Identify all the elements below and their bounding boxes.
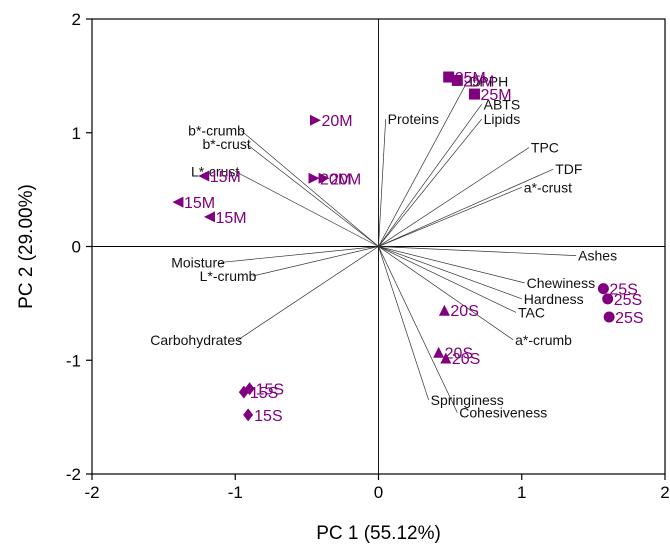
loading-label: Carbohydrates bbox=[150, 332, 242, 348]
sample-marker-20m bbox=[309, 114, 321, 126]
sample-marker-25s bbox=[603, 311, 615, 323]
loading-vector bbox=[378, 246, 525, 284]
loading-vector bbox=[378, 147, 530, 247]
sample-marker-25m bbox=[443, 71, 455, 83]
loading-vector bbox=[378, 246, 429, 401]
sample-marker-15s bbox=[244, 382, 255, 396]
loading-label: b*-crust bbox=[202, 136, 250, 152]
loading-vector bbox=[378, 187, 522, 247]
loading-vector bbox=[378, 168, 554, 247]
loading-label: Lipids bbox=[484, 111, 521, 127]
x-tick-label: -1 bbox=[228, 483, 243, 502]
loading-vector bbox=[378, 246, 522, 300]
loading-label: Chewiness bbox=[527, 275, 595, 291]
x-tick-label: 1 bbox=[517, 483, 526, 502]
sample-marker-15s bbox=[243, 408, 254, 422]
loading-label: TDF bbox=[555, 161, 582, 177]
loading-vector bbox=[246, 143, 379, 247]
y-tick-label: -1 bbox=[66, 351, 81, 370]
loading-vector bbox=[378, 246, 577, 256]
sample-label: 15S bbox=[256, 382, 284, 399]
loading-vector bbox=[378, 81, 468, 247]
sample-labels: 25M25M25M20M20M20M15M15M15M25S25S25S20S2… bbox=[184, 70, 644, 425]
loading-label: b*-crumb bbox=[188, 122, 245, 138]
x-tick-label: 0 bbox=[374, 483, 383, 502]
sample-marker-25m bbox=[468, 88, 480, 100]
sample-markers bbox=[172, 71, 615, 422]
y-tick-label: -2 bbox=[66, 465, 81, 484]
sample-marker-20m bbox=[318, 172, 330, 184]
loading-label: Cohesiveness bbox=[459, 405, 547, 421]
loading-vector bbox=[220, 246, 379, 263]
y-tick-label: 0 bbox=[72, 238, 81, 257]
loading-vector bbox=[378, 118, 482, 247]
loading-label: ABTS bbox=[484, 96, 521, 112]
sample-label: 15M bbox=[215, 210, 246, 227]
loading-label: Hardness bbox=[524, 291, 584, 307]
sample-marker-20s bbox=[433, 346, 445, 358]
loading-vector bbox=[378, 246, 458, 413]
x-axis-title: PC 1 (55.12%) bbox=[316, 523, 441, 544]
sample-label: 25S bbox=[615, 310, 643, 327]
sample-label: 15S bbox=[250, 385, 278, 402]
loading-vectors bbox=[220, 81, 577, 413]
sample-label: 20S bbox=[452, 351, 480, 368]
y-tick-label: 1 bbox=[72, 124, 81, 143]
loading-label: Springiness bbox=[431, 392, 504, 408]
sample-marker-15m bbox=[198, 170, 210, 182]
loading-label: Proteins bbox=[388, 111, 439, 127]
sample-label: 15M bbox=[210, 169, 241, 186]
sample-label: 20M bbox=[320, 171, 351, 188]
loading-vector bbox=[252, 246, 379, 277]
loading-label: a*-crust bbox=[524, 179, 572, 195]
y-tick-label: 2 bbox=[72, 10, 81, 29]
sample-label: 20S bbox=[445, 345, 473, 362]
loading-vector bbox=[378, 119, 387, 247]
loading-label: Ashes bbox=[578, 248, 617, 264]
loading-label: L*-crumb bbox=[200, 268, 257, 284]
sample-label: 25M bbox=[463, 73, 494, 90]
sample-label: 20M bbox=[321, 113, 352, 130]
sample-marker-25s bbox=[602, 293, 614, 305]
sample-marker-20s bbox=[438, 304, 450, 316]
sample-marker-15m bbox=[172, 196, 184, 208]
loading-label: Moisture bbox=[171, 254, 225, 270]
sample-marker-20m bbox=[308, 172, 320, 184]
sample-marker-25s bbox=[597, 283, 609, 295]
sample-label: 25M bbox=[480, 87, 511, 104]
sample-label: 25S bbox=[609, 282, 637, 299]
sample-marker-20s bbox=[440, 352, 452, 364]
x-tick-label: 2 bbox=[660, 483, 669, 502]
loading-vector bbox=[378, 246, 514, 341]
loading-label: a*-crumb bbox=[515, 332, 572, 348]
sample-label: 15S bbox=[254, 408, 282, 425]
loading-vector bbox=[237, 246, 379, 341]
loading-label: TAC bbox=[518, 304, 545, 320]
sample-label: 20M bbox=[330, 171, 361, 188]
sample-label: 25S bbox=[614, 292, 642, 309]
axis-ticks: -2 -1 0 1 2 -2 -1 0 1 2 bbox=[66, 10, 670, 502]
sample-label: 20S bbox=[450, 303, 478, 320]
y-axis-title: PC 2 (29.00%) bbox=[16, 184, 37, 309]
sample-marker-15m bbox=[203, 211, 215, 223]
x-tick-label: -2 bbox=[84, 483, 99, 502]
sample-label: 15M bbox=[184, 195, 215, 212]
loading-label: TPC bbox=[531, 140, 559, 156]
sample-label: 25M bbox=[455, 70, 486, 87]
sample-marker-25m bbox=[451, 74, 463, 86]
loading-vector bbox=[378, 104, 482, 247]
loading-vector bbox=[240, 130, 379, 247]
loading-vector bbox=[378, 246, 517, 313]
loading-vector bbox=[235, 171, 379, 247]
loading-label: DPPH bbox=[469, 74, 508, 90]
